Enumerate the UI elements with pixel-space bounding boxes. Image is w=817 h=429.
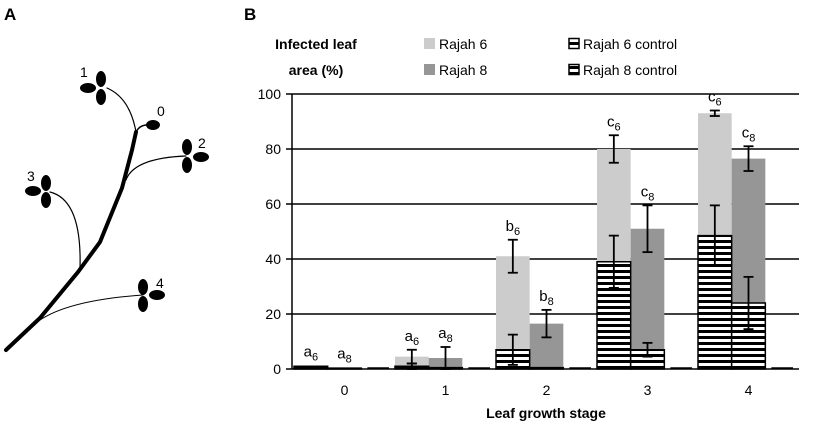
x-tick-label: 3 xyxy=(644,382,652,398)
y-tick-label: 60 xyxy=(265,196,281,212)
legend-swatch-rajah6-control xyxy=(568,37,580,50)
significance-letter: c6 xyxy=(708,89,722,109)
significance-letter: b6 xyxy=(506,218,520,238)
significance-letter: a6 xyxy=(405,328,419,348)
petiole-4 xyxy=(39,294,144,321)
error-bars xyxy=(406,109,754,370)
error-bar xyxy=(406,362,417,370)
leaf-label-3: 3 xyxy=(27,168,35,184)
petiole-3 xyxy=(49,191,81,269)
leaf-label-1: 1 xyxy=(80,64,88,80)
error-bar xyxy=(642,341,653,358)
x-tick-label: 2 xyxy=(543,382,551,398)
error-bar xyxy=(709,204,720,267)
y-axis-title-line-2: area (%) xyxy=(289,62,343,78)
error-bar xyxy=(608,234,619,289)
leaf-label-2: 2 xyxy=(198,135,206,151)
significance-letter: c6 xyxy=(607,113,621,133)
error-bar xyxy=(541,308,552,339)
error-bar xyxy=(507,238,518,274)
legend-label-rajah6-control: Rajah 6 control xyxy=(583,36,677,52)
error-bar xyxy=(507,333,518,366)
error-bar xyxy=(743,145,754,172)
legend-label-rajah6: Rajah 6 xyxy=(439,36,487,52)
y-tick-labels: 0 20 40 60 80 100 xyxy=(258,86,282,377)
bar-rajah-8-control xyxy=(528,366,565,370)
y-tick-label: 20 xyxy=(265,306,281,322)
panel-b-label: B xyxy=(244,5,256,24)
legend-swatch-rajah6 xyxy=(424,38,435,49)
error-bar xyxy=(709,109,720,117)
main-stem xyxy=(4,130,138,352)
error-bar xyxy=(642,204,653,254)
leaf-cluster-3 xyxy=(25,175,51,208)
leaf-0 xyxy=(146,120,160,130)
significance-letter: c8 xyxy=(742,124,756,144)
leaf-cluster-4 xyxy=(138,279,165,312)
plant-illustration xyxy=(4,87,187,352)
error-bar xyxy=(743,275,754,331)
leaf-label-4: 4 xyxy=(156,275,164,291)
bar-rajah-8-control xyxy=(326,367,363,370)
y-tick-label: 0 xyxy=(273,361,281,377)
legend-swatch-rajah8 xyxy=(424,64,435,75)
leaf-label-0: 0 xyxy=(157,103,165,119)
x-tick-labels: 0 1 2 3 4 xyxy=(341,382,753,398)
bar-rajah-6-control xyxy=(293,365,329,370)
bars xyxy=(293,113,793,370)
leaf-cluster-1 xyxy=(80,71,106,105)
y-tick-label: 100 xyxy=(258,86,282,102)
petiole-2 xyxy=(125,155,187,181)
error-bar xyxy=(440,346,451,370)
significance-letter: a8 xyxy=(438,325,452,345)
legend: Rajah 6 Rajah 8 Rajah 6 control Rajah 8 … xyxy=(424,36,677,78)
significance-letter: a6 xyxy=(304,344,318,364)
x-tick-label: 1 xyxy=(442,382,450,398)
x-axis-title: Leaf growth stage xyxy=(486,405,606,421)
legend-label-rajah8: Rajah 8 xyxy=(439,62,487,78)
error-bar xyxy=(608,134,619,164)
significance-letters: a6 a6 b6 c6 c6 a8 a8 b8 c8 c8 xyxy=(304,89,756,366)
significance-letter: a8 xyxy=(337,345,351,365)
x-tick-label: 4 xyxy=(745,382,753,398)
y-axis-title-line-1: Infected leaf xyxy=(275,36,357,52)
leaf-cluster-2 xyxy=(182,139,209,173)
leaf-clusters xyxy=(25,71,209,312)
legend-label-rajah8-control: Rajah 8 control xyxy=(583,62,677,78)
significance-letter: b8 xyxy=(539,288,553,308)
significance-letter: c8 xyxy=(641,183,655,203)
panel-a-label: A xyxy=(4,5,16,24)
y-tick-label: 80 xyxy=(265,141,281,157)
legend-swatch-rajah8-control xyxy=(568,63,580,76)
petiole-1 xyxy=(106,87,137,133)
y-tick-label: 40 xyxy=(265,251,281,267)
x-tick-label: 0 xyxy=(341,382,349,398)
